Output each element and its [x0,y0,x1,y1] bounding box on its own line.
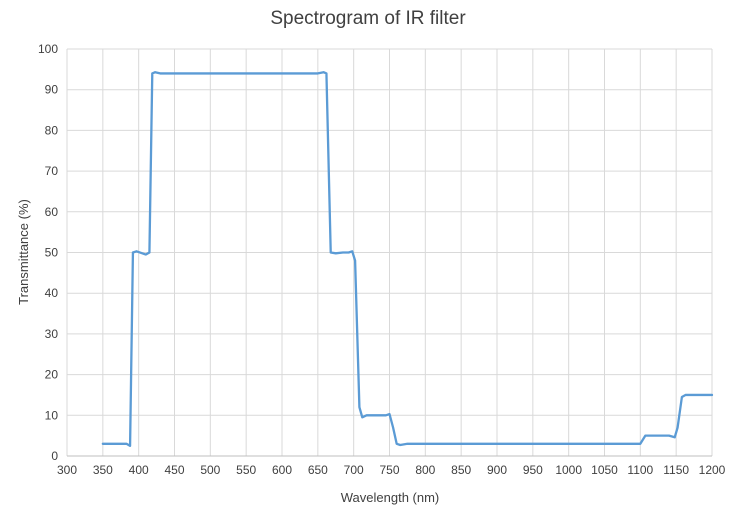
x-tick-label: 350 [93,463,113,477]
x-tick-label: 750 [379,463,399,477]
x-tick-label: 1200 [699,463,726,477]
y-tick-label: 60 [45,205,59,219]
y-tick-labels: 0 10 20 30 40 50 60 70 80 90 100 [38,42,58,463]
x-tick-label: 500 [200,463,220,477]
y-tick-label: 0 [51,449,58,463]
x-tick-label: 300 [57,463,77,477]
series-group [101,71,714,447]
y-tick-label: 40 [45,286,59,300]
transmittance-series-line [101,71,714,447]
y-tick-label: 10 [45,408,59,422]
x-tick-labels: 300 350 400 450 500 550 600 650 700 750 800 850 900 9… [57,463,726,477]
x-tick-label: 600 [272,463,292,477]
x-tick-label: 1100 [627,463,653,477]
x-tick-label: 1150 [663,463,689,477]
x-tick-label: 950 [523,463,543,477]
y-tick-label: 90 [45,83,59,97]
x-tick-label: 450 [164,463,184,477]
x-tick-label: 550 [236,463,256,477]
y-tick-label: 70 [45,164,59,178]
y-tick-label: 50 [45,246,59,260]
x-tick-label: 700 [344,463,364,477]
y-axis-label: Transmittance (%) [16,199,31,305]
y-tick-label: 30 [45,327,59,341]
x-tick-label: 900 [487,463,507,477]
y-tick-label: 80 [45,123,59,137]
chart-title: Spectrogram of IR filter [270,8,466,29]
y-tick-label: 20 [45,368,59,382]
x-tick-label: 850 [451,463,471,477]
x-tick-label: 1050 [591,463,618,477]
x-tick-label: 400 [129,463,149,477]
x-axis-label: Wavelength (nm) [341,490,440,505]
y-tick-label: 100 [38,42,58,56]
x-tick-label: 650 [308,463,328,477]
x-tick-label: 800 [415,463,435,477]
x-tick-label: 1000 [555,463,582,477]
grid-lines [66,48,713,456]
